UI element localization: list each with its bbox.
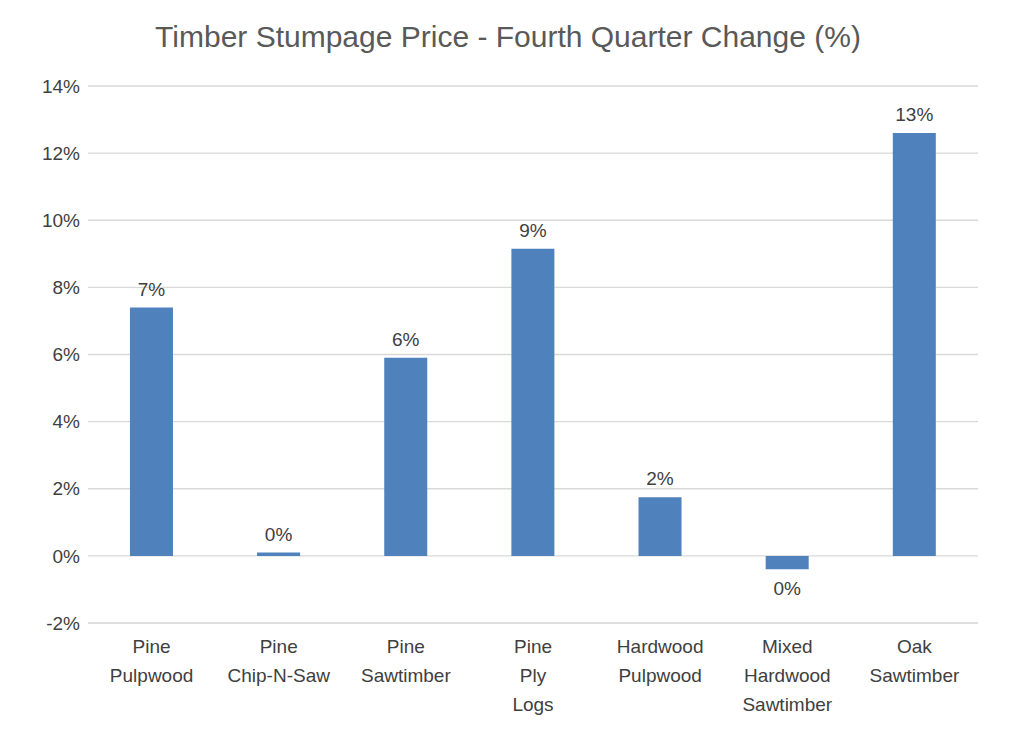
svg-text:14%: 14% bbox=[42, 76, 80, 97]
svg-text:12%: 12% bbox=[42, 143, 80, 164]
svg-text:2%: 2% bbox=[53, 478, 81, 499]
svg-text:10%: 10% bbox=[42, 210, 80, 231]
svg-text:4%: 4% bbox=[53, 411, 81, 432]
svg-text:6%: 6% bbox=[53, 344, 81, 365]
svg-text:PineChip-N-Saw: PineChip-N-Saw bbox=[228, 636, 331, 686]
svg-text:MixedHardwoodSawtimber: MixedHardwoodSawtimber bbox=[742, 636, 832, 715]
svg-text:PinePlyLogs: PinePlyLogs bbox=[512, 636, 553, 715]
svg-text:7%: 7% bbox=[138, 279, 166, 300]
svg-text:0%: 0% bbox=[773, 578, 801, 599]
svg-text:HardwoodPulpwood: HardwoodPulpwood bbox=[617, 636, 704, 686]
html-text:Timber Stumpage Price - Fourth: Timber Stumpage Price - Fourth Quarter C… bbox=[155, 20, 861, 53]
svg-text:8%: 8% bbox=[53, 277, 81, 298]
svg-text:PinePulpwood: PinePulpwood bbox=[110, 636, 193, 686]
svg-text:OakSawtimber: OakSawtimber bbox=[870, 636, 960, 686]
svg-text:9%: 9% bbox=[519, 220, 547, 241]
svg-text:0%: 0% bbox=[265, 524, 293, 545]
svg-text:13%: 13% bbox=[895, 104, 933, 125]
svg-text:PineSawtimber: PineSawtimber bbox=[361, 636, 451, 686]
svg-text:-2%: -2% bbox=[46, 613, 80, 634]
svg-text:0%: 0% bbox=[53, 546, 81, 567]
svg-text:2%: 2% bbox=[646, 468, 674, 489]
svg-text:6%: 6% bbox=[392, 329, 420, 350]
